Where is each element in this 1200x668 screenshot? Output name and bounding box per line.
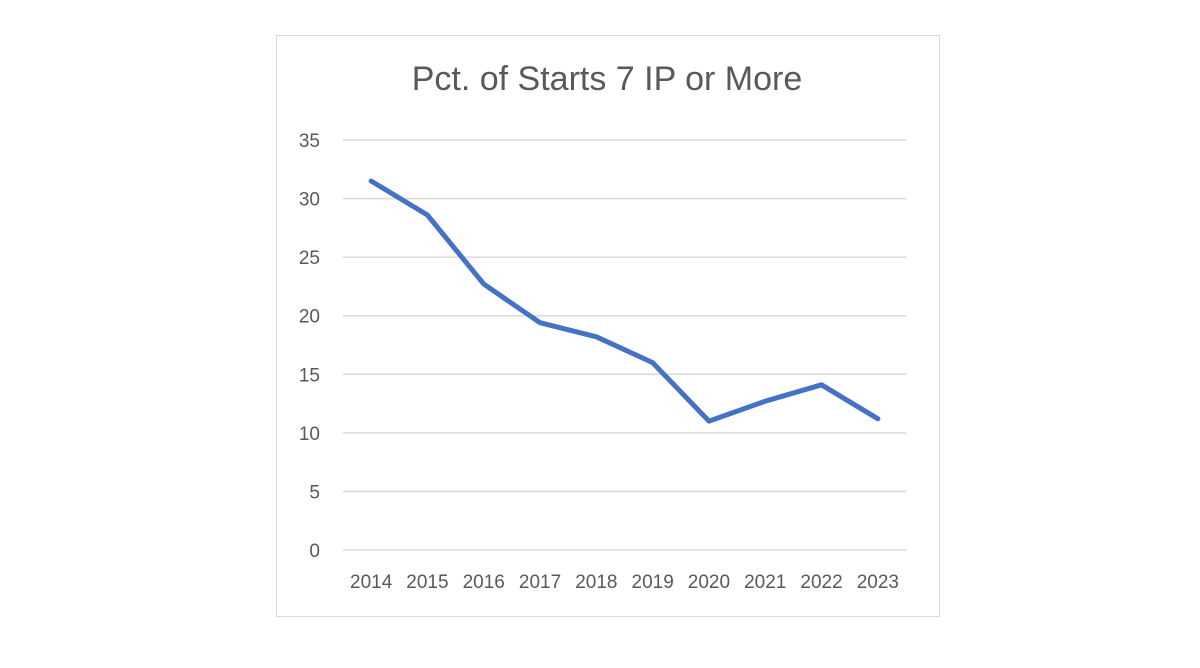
series [368,178,881,424]
y-tick-label: 0 [309,541,320,562]
x-axis-tick-labels: 2014 2015 2016 2017 2018 2019 2020 2021 2022 2023 [350,572,899,593]
y-tick-label: 30 [299,190,320,211]
chart-frame [276,35,940,617]
y-tick-label: 20 [299,307,320,328]
y-tick-label: 10 [299,424,320,445]
x-tick-label: 2019 [632,572,674,593]
y-tick-label: 15 [299,365,320,386]
y-tick-label: 5 [309,482,320,503]
gridlines [343,139,906,551]
x-tick-label: 2020 [688,572,730,593]
x-tick-label: 2017 [519,572,561,593]
x-tick-label: 2014 [350,572,393,593]
x-tick-label: 2016 [463,572,505,593]
x-tick-label: 2018 [575,572,617,593]
chart-title: Pct. of Starts 7 IP or More [411,60,803,98]
x-tick-label: 2023 [857,572,899,593]
series-line [368,178,881,424]
x-tick-label: 2022 [800,572,842,593]
x-tick-label: 2015 [406,572,448,593]
y-axis-tick-labels: 0 5 10 15 20 25 30 35 [299,131,320,562]
x-tick-label: 2021 [744,572,786,593]
y-tick-label: 25 [299,248,320,269]
y-tick-label: 35 [299,131,320,152]
